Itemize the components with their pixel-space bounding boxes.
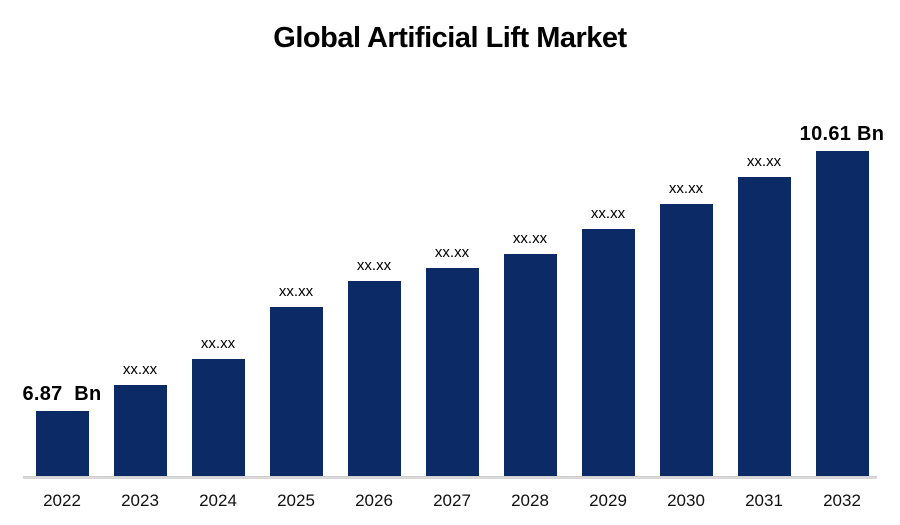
bar-value-label-2022: 6.87 Bn bbox=[22, 383, 102, 405]
bar-2028 bbox=[503, 254, 557, 476]
bar-2024 bbox=[191, 359, 245, 476]
bar-2030 bbox=[659, 204, 713, 476]
bar-2023 bbox=[113, 385, 167, 476]
bar-2029 bbox=[581, 229, 635, 476]
x-axis-tick-2030: 2030 bbox=[667, 491, 705, 510]
bar-value-label-2025: xx.xx bbox=[278, 283, 314, 300]
x-axis-tick-2022: 2022 bbox=[43, 491, 81, 510]
bar-value-label-2028: xx.xx bbox=[512, 230, 548, 247]
bar-value-label-2023: xx.xx bbox=[122, 361, 158, 378]
bar-2022 bbox=[35, 411, 89, 476]
x-axis-tick-2028: 2028 bbox=[511, 491, 549, 510]
bar-2026 bbox=[347, 281, 401, 476]
bar-2031 bbox=[737, 177, 791, 476]
bar-value-label-2029: xx.xx bbox=[590, 205, 626, 222]
x-axis-tick-2024: 2024 bbox=[199, 491, 237, 510]
x-axis-tick-2029: 2029 bbox=[589, 491, 627, 510]
bar-value-label-2032: 10.61 Bn bbox=[799, 123, 885, 145]
x-axis-tick-2025: 2025 bbox=[277, 491, 315, 510]
bar-2025 bbox=[269, 307, 323, 476]
x-axis-tick-2032: 2032 bbox=[823, 491, 861, 510]
bar-value-label-2031: xx.xx bbox=[746, 153, 782, 170]
x-axis-line bbox=[23, 476, 877, 479]
x-axis-tick-2026: 2026 bbox=[355, 491, 393, 510]
x-axis-tick-2023: 2023 bbox=[121, 491, 159, 510]
x-axis-tick-2031: 2031 bbox=[745, 491, 783, 510]
bar-2032 bbox=[815, 151, 869, 476]
bar-value-label-2030: xx.xx bbox=[668, 180, 704, 197]
bar-value-label-2026: xx.xx bbox=[356, 257, 392, 274]
bar-value-label-2024: xx.xx bbox=[200, 335, 236, 352]
bar-2027 bbox=[425, 268, 479, 476]
chart-title: Global Artificial Lift Market bbox=[273, 22, 627, 54]
x-axis-tick-2027: 2027 bbox=[433, 491, 471, 510]
bar-value-label-2027: xx.xx bbox=[434, 244, 470, 261]
